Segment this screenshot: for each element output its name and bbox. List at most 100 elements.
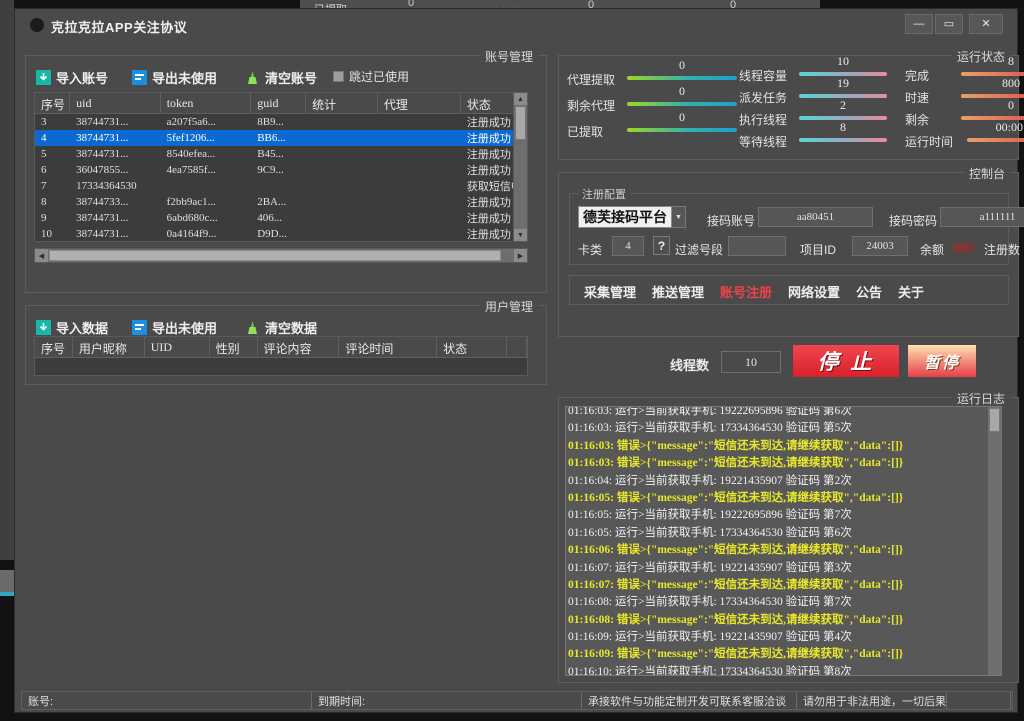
- accounts-cell: 0a4164f9...: [166, 228, 217, 240]
- accounts-column-header[interactable]: 统计: [306, 93, 378, 113]
- log-line: 01:16:07: 错误>{"message":"短信还未到达,请继续获取","…: [568, 578, 904, 591]
- metric-value: 0: [679, 110, 685, 124]
- users-column-header[interactable]: [507, 337, 527, 357]
- minimize-button[interactable]: —: [905, 14, 933, 34]
- accounts-cell: 注册成功: [466, 165, 511, 177]
- users-column-header[interactable]: 性别: [210, 337, 258, 357]
- help-icon[interactable]: ?: [653, 236, 670, 255]
- accounts-cell: 注册成功: [466, 197, 511, 209]
- table-row[interactable]: 5 38744731... 8540efea... B45... 注册成功: [35, 146, 527, 162]
- stop-button-label: 停 止: [817, 351, 875, 374]
- clear-accounts-button[interactable]: 清空账号: [245, 67, 317, 87]
- tab-3[interactable]: 网络设置: [788, 285, 841, 300]
- project-id-input[interactable]: 24003: [852, 236, 908, 256]
- accounts-cell: 38744731...: [76, 212, 129, 224]
- accounts-cell: 38744733...: [76, 196, 129, 208]
- chevron-down-icon[interactable]: ▼: [672, 206, 686, 228]
- import-icon: [36, 319, 51, 335]
- accounts-hscroll-thumb[interactable]: [49, 250, 501, 261]
- status-bar-cell-4: [947, 692, 1011, 709]
- accounts-column-header[interactable]: guid: [251, 93, 307, 113]
- title-bar[interactable]: 克拉克拉APP关注协议 — ▭ ✕: [15, 9, 1017, 41]
- tab-5[interactable]: 关于: [898, 285, 925, 300]
- accounts-column-header[interactable]: 代理: [378, 93, 461, 113]
- pause-button[interactable]: 暂停: [908, 345, 976, 377]
- users-table[interactable]: 序号 用户昵称 UID 性别 评论内容 评论时间 状态: [34, 336, 528, 376]
- import-accounts-button[interactable]: 导入账号: [36, 67, 108, 87]
- scroll-left-icon[interactable]: ◀: [35, 249, 48, 262]
- users-column-header[interactable]: UID: [145, 337, 210, 357]
- user-management-panel: 用户管理 导入数据 导出未使用 清空数据 序号 用户昵称 UID 性别 评论内容 评论时间…: [25, 298, 547, 385]
- metric-bar: [799, 116, 887, 120]
- users-column-header[interactable]: 评论时间: [339, 337, 438, 357]
- table-row[interactable]: 3 38744731... a207f5a6... 8B9... 注册成功: [35, 114, 527, 130]
- accounts-cell: 38744731...: [76, 132, 129, 144]
- run-log-scroll-thumb[interactable]: [989, 408, 1000, 432]
- run-log-label: 运行日志: [951, 390, 1010, 407]
- metric-value: 2: [840, 98, 846, 112]
- close-button[interactable]: ✕: [969, 14, 1003, 34]
- tab-4[interactable]: 公告: [856, 285, 883, 300]
- accounts-cell: 注册成功: [466, 117, 511, 129]
- accounts-cell: 注册成功: [466, 229, 511, 241]
- export-unused-accounts-label: 导出未使用: [152, 70, 218, 86]
- table-row[interactable]: 6 36047855... 4ea7585f... 9C9... 注册成功: [35, 162, 527, 178]
- stop-button[interactable]: 停 止: [793, 345, 899, 377]
- scroll-right-icon[interactable]: ▶: [514, 249, 527, 262]
- log-line: 01:16:05: 运行>当前获取手机: 17334364530 验证码 第6次: [568, 526, 852, 539]
- table-row[interactable]: 8 38744733... f2bb9ac1... 2BA... 注册成功: [35, 194, 527, 210]
- skip-used-checkbox[interactable]: 跳过已使用: [333, 68, 409, 85]
- log-line: 01:16:05: 运行>当前获取手机: 19222695896 验证码 第7次: [568, 509, 852, 522]
- users-column-header[interactable]: 评论内容: [258, 337, 340, 357]
- clear-data-button[interactable]: 清空数据: [245, 317, 317, 337]
- code-account-input[interactable]: aa80451: [758, 207, 873, 227]
- tab-2[interactable]: 账号注册: [720, 285, 773, 300]
- accounts-table-body[interactable]: 3 38744731... a207f5a6... 8B9... 注册成功 4 387447…: [35, 114, 527, 241]
- table-row[interactable]: 10 38744731... 0a4164f9... D9D... 注册成功: [35, 226, 527, 241]
- log-line: 01:16:03: 错误>{"message":"短信还未到达,请继续获取","…: [568, 457, 904, 470]
- metric-value: 0: [679, 84, 685, 98]
- table-row[interactable]: 9 38744731... 6abd680c... 406... 注册成功: [35, 210, 527, 226]
- export-unused-accounts-button[interactable]: 导出未使用: [132, 67, 217, 87]
- accounts-cell: 38744731...: [76, 228, 129, 240]
- platform-select[interactable]: 德芙接码平台 ▼: [578, 206, 686, 228]
- export-icon: [132, 319, 147, 335]
- accounts-column-header[interactable]: 序号: [35, 93, 71, 113]
- accounts-table-vertical-scrollbar[interactable]: ▲ ▼: [513, 93, 527, 241]
- metric-label: 等待线程: [739, 135, 788, 149]
- table-row[interactable]: 4 38744731... 5fef1206... BB6... 注册成功: [35, 130, 527, 146]
- broom-icon: [245, 320, 260, 335]
- tab-0[interactable]: 采集管理: [584, 285, 637, 300]
- platform-select-value: 德芙接码平台: [578, 206, 672, 228]
- users-column-header[interactable]: 序号: [35, 337, 73, 357]
- tab-1[interactable]: 推送管理: [652, 285, 705, 300]
- accounts-column-header[interactable]: token: [161, 93, 252, 113]
- card-type-input[interactable]: 4: [612, 236, 644, 256]
- console-panel-label: 控制台: [963, 165, 1010, 182]
- accounts-cell: 获取短信中...: [466, 181, 527, 193]
- register-config-group: 注册配置 德芙接码平台 ▼ 接码账号 aa80451 接码密码 a111111 …: [569, 186, 1024, 265]
- metric-label: 完成: [905, 69, 930, 83]
- accounts-column-header[interactable]: uid: [70, 93, 161, 113]
- run-log-box[interactable]: 01:16:03: 运行>当前获取手机: 19222695896 验证码 第6次…: [565, 406, 1002, 676]
- accounts-table[interactable]: 序号 uid token guid 统计 代理 状态 3 38744731... a207f5a…: [34, 92, 528, 242]
- metric-label: 线程容量: [739, 69, 788, 83]
- scroll-up-icon[interactable]: ▲: [514, 93, 527, 105]
- thread-count-input[interactable]: 10: [721, 351, 781, 373]
- table-row[interactable]: 7 17334364530 获取短信中...: [35, 178, 527, 194]
- accounts-table-horizontal-scrollbar[interactable]: ◀ ▶: [34, 248, 528, 263]
- users-column-header[interactable]: 用户昵称: [73, 337, 145, 357]
- run-log-scrollbar[interactable]: [987, 407, 1001, 675]
- accounts-scroll-thumb[interactable]: [515, 106, 526, 140]
- maximize-button[interactable]: ▭: [935, 14, 963, 34]
- scroll-down-icon[interactable]: ▼: [514, 229, 527, 241]
- checkbox-box-icon[interactable]: [333, 71, 344, 82]
- console-panel: 控制台 注册配置 德芙接码平台 ▼ 接码账号 aa80451 接码密码 a111…: [558, 165, 1024, 337]
- users-column-header[interactable]: 状态: [437, 337, 508, 357]
- metric-bar: [627, 102, 737, 106]
- code-password-input[interactable]: a111111: [940, 207, 1024, 227]
- status-bar-cell-2: 承接软件与功能定制开发可联系客服洽谈: [582, 692, 797, 709]
- filter-prefix-input[interactable]: [728, 236, 786, 256]
- export-unused-data-button[interactable]: 导出未使用: [132, 317, 217, 337]
- import-data-button[interactable]: 导入数据: [36, 317, 108, 337]
